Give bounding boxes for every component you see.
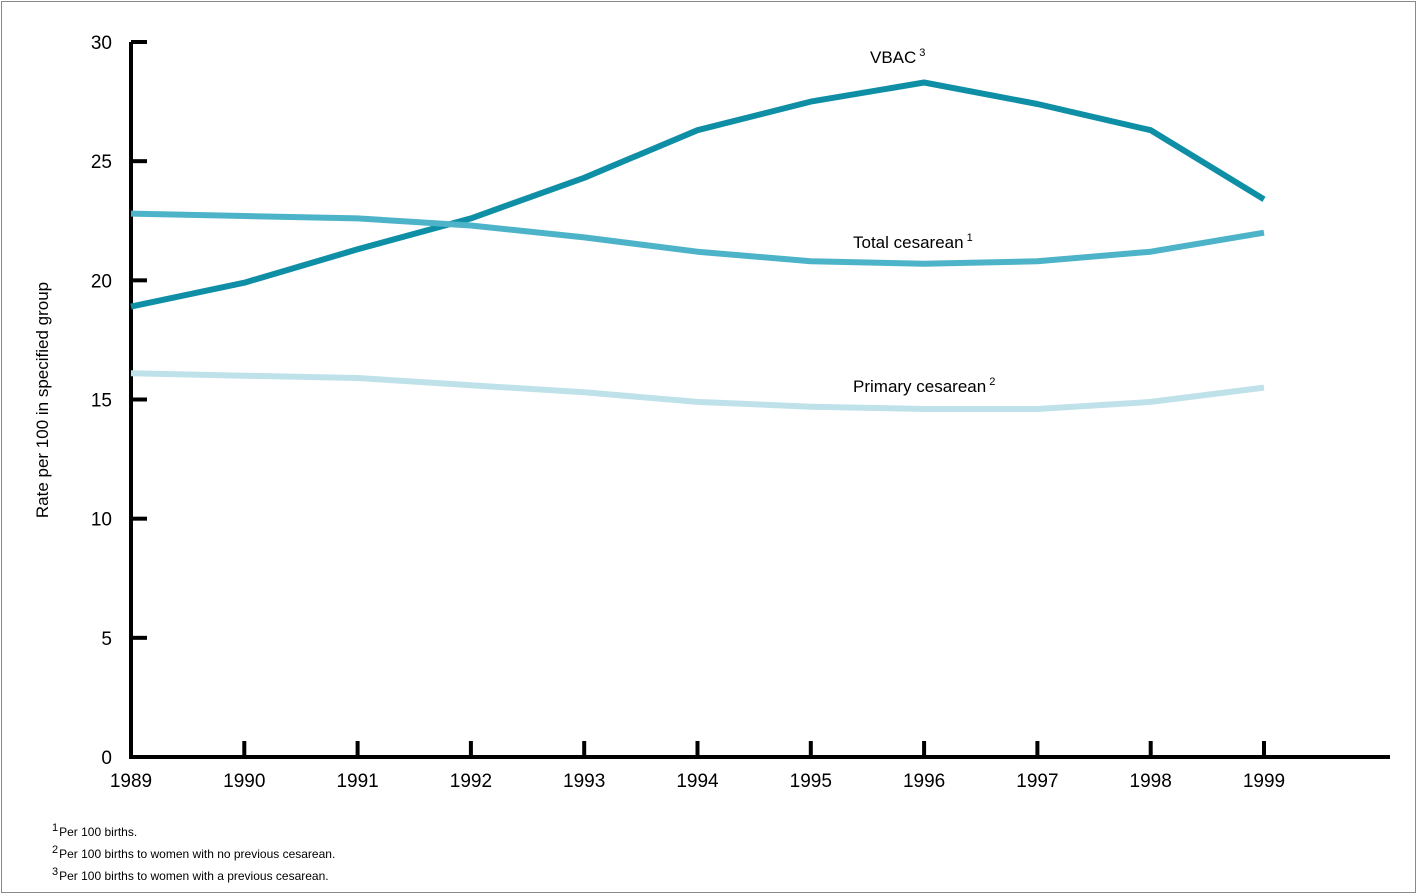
y-tick-label-15: 15 [91, 391, 112, 412]
y-axis-label: Rate per 100 in specified group [33, 282, 52, 518]
series-label-primary-cesarean: Primary cesarean 2 [853, 376, 995, 396]
footnote-3: 3Per 100 births to women with a previous… [52, 866, 329, 883]
x-tick-label-1993: 1993 [563, 771, 605, 792]
series-line-total-cesarean [130, 210, 1265, 267]
series-lines [130, 79, 1266, 412]
x-tick-label-1999: 1999 [1243, 771, 1285, 792]
x-tick-label-1989: 1989 [110, 771, 152, 792]
x-tick-label-1991: 1991 [336, 771, 378, 792]
axes [129, 42, 1390, 759]
series-labels: VBAC 3 Total cesarean 1 Primary cesarean 2 [853, 47, 995, 396]
x-tick-label-1994: 1994 [676, 771, 719, 792]
y-tick-label-5: 5 [101, 629, 112, 650]
x-tick-label-1995: 1995 [790, 771, 832, 792]
footnote-1: 1Per 100 births. [52, 822, 138, 839]
x-tick-label-1990: 1990 [223, 771, 265, 792]
tick-marks: 0 5 10 15 20 25 30 1989 1990 1991 1992 1993 1994 1995… [91, 33, 1285, 792]
series-label-vbac: VBAC 3 [870, 47, 925, 67]
x-tick-label-1992: 1992 [450, 771, 492, 792]
y-tick-label-25: 25 [91, 152, 112, 173]
y-tick-label-0: 0 [101, 748, 112, 769]
x-tick-label-1997: 1997 [1016, 771, 1058, 792]
x-tick-label-1996: 1996 [903, 771, 945, 792]
y-tick-label-30: 30 [91, 33, 112, 54]
series-label-total-cesarean: Total cesarean 1 [853, 232, 973, 252]
series-line-primary-cesarean [130, 370, 1265, 412]
footnotes: 1Per 100 births. 2Per 100 births to wome… [52, 819, 335, 885]
y-tick-label-10: 10 [91, 510, 112, 531]
footnote-2: 2Per 100 births to women with no previou… [52, 844, 336, 861]
x-tick-label-1998: 1998 [1130, 771, 1172, 792]
y-tick-label-20: 20 [91, 271, 112, 292]
series-line-vbac [130, 79, 1266, 310]
